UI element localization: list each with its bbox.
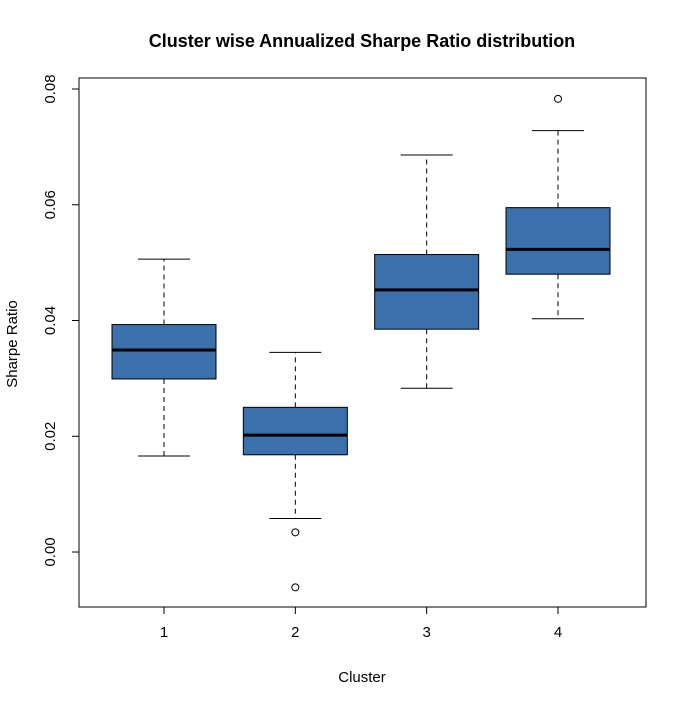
iqr-box <box>111 324 217 380</box>
outlier-point <box>291 528 300 537</box>
x-tick-label: 1 <box>160 624 168 641</box>
box-group-cluster-1 <box>111 258 217 457</box>
outlier-point <box>291 583 300 592</box>
y-tick-label: 0.04 <box>42 306 59 335</box>
x-tick-label: 2 <box>291 624 299 641</box>
y-tick-label: 0.08 <box>42 74 59 103</box>
box-group-cluster-4 <box>505 94 611 320</box>
iqr-box <box>242 406 348 456</box>
y-tick-label: 0.02 <box>42 422 59 451</box>
outlier-point <box>554 94 562 103</box>
boxes-layer <box>111 94 611 592</box>
iqr-box <box>505 207 611 275</box>
box-group-cluster-3 <box>374 154 480 389</box>
y-axis-label: Sharpe Ratio <box>4 300 21 388</box>
box-group-cluster-2 <box>242 351 348 592</box>
y-tick-label: 0.06 <box>42 190 59 219</box>
x-tick-label: 3 <box>422 624 430 641</box>
chart-title: Cluster wise Annualized Sharpe Ratio dis… <box>149 31 575 51</box>
iqr-box <box>374 254 480 330</box>
x-axis-label: Cluster <box>338 669 386 686</box>
axes-layer: 0.00 0.02 0.04 0.06 0.08 1 2 3 4 <box>42 74 562 641</box>
y-tick-label: 0.00 <box>42 537 59 566</box>
x-tick-label: 4 <box>554 624 562 641</box>
